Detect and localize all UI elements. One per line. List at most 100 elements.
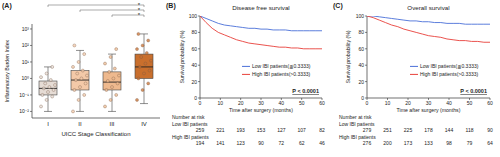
survival-line bbox=[200, 16, 322, 49]
point bbox=[42, 87, 45, 90]
plot-area bbox=[200, 16, 322, 49]
box bbox=[103, 72, 121, 90]
point bbox=[115, 93, 118, 96]
point bbox=[106, 80, 109, 83]
y-tick-label: 10⁰ bbox=[21, 75, 29, 81]
x-tick-label: 20 bbox=[238, 100, 244, 106]
y-tick bbox=[30, 28, 32, 29]
legend-label: High IBI patients(>0.3333) bbox=[252, 71, 311, 77]
point bbox=[112, 77, 115, 80]
y-tick bbox=[365, 81, 367, 82]
point bbox=[140, 55, 143, 58]
point bbox=[150, 59, 153, 62]
y-tick bbox=[30, 45, 32, 46]
y-axis-line bbox=[367, 16, 368, 98]
y-tick bbox=[365, 32, 367, 33]
point bbox=[45, 72, 48, 75]
y-tick bbox=[365, 48, 367, 49]
risk-count: 133 bbox=[424, 140, 433, 146]
survival-line bbox=[200, 16, 322, 31]
x-axis-title: UICC Stage Classification bbox=[61, 131, 130, 137]
risk-count: 72 bbox=[279, 140, 285, 146]
y-tick-label: 10³ bbox=[22, 26, 30, 32]
y-tick-label: 40 bbox=[191, 62, 197, 68]
box bbox=[39, 81, 57, 95]
risk-count: 251 bbox=[383, 127, 392, 133]
y-tick-label: 40 bbox=[358, 62, 364, 68]
point bbox=[147, 39, 150, 42]
risk-count: 225 bbox=[404, 127, 413, 133]
point bbox=[47, 91, 50, 94]
x-tick-label: 60 bbox=[487, 100, 493, 106]
risk-count: 123 bbox=[236, 140, 245, 146]
risk-count: 107 bbox=[297, 127, 306, 133]
point bbox=[137, 32, 140, 35]
significance-bracket bbox=[80, 10, 144, 12]
risk-count: 194 bbox=[196, 140, 205, 146]
y-tick bbox=[30, 111, 32, 112]
risk-count: 221 bbox=[216, 127, 225, 133]
point bbox=[80, 77, 83, 80]
y-axis-title: Inflammatory Burden Index bbox=[4, 39, 10, 102]
panel-label: (B) bbox=[166, 2, 176, 10]
y-axis-line bbox=[200, 16, 201, 98]
whisker-cap-low bbox=[140, 103, 148, 104]
risk-count: 79 bbox=[467, 140, 473, 146]
point bbox=[86, 74, 89, 77]
y-tick bbox=[365, 65, 367, 66]
x-tick-label: 0 bbox=[199, 100, 202, 106]
point bbox=[111, 86, 114, 89]
x-tick-label: 30 bbox=[258, 100, 264, 106]
risk-count: 259 bbox=[196, 127, 205, 133]
y-tick-label: 80 bbox=[358, 29, 364, 35]
risk-count: 90 bbox=[487, 127, 493, 133]
x-tick-label: 50 bbox=[467, 100, 473, 106]
point bbox=[104, 62, 107, 65]
point bbox=[115, 48, 118, 51]
point bbox=[74, 79, 77, 82]
box bbox=[71, 71, 89, 90]
y-axis-line bbox=[32, 24, 33, 118]
risk-count: 118 bbox=[466, 127, 474, 133]
risk-count: 82 bbox=[319, 127, 325, 133]
point bbox=[136, 48, 139, 51]
whisker-cap-high bbox=[140, 33, 148, 34]
point bbox=[73, 88, 76, 91]
whisker-high bbox=[80, 50, 81, 70]
x-axis-title: Time after surgery (months) bbox=[229, 107, 293, 113]
whisker-cap-high bbox=[76, 50, 84, 51]
chart-title: Overall survival bbox=[407, 4, 449, 11]
x-tick-label: 20 bbox=[405, 100, 411, 106]
survival-line bbox=[367, 16, 490, 42]
risk-count: 173 bbox=[404, 140, 413, 146]
point bbox=[51, 65, 54, 68]
risk-count: 193 bbox=[236, 127, 245, 133]
risk-count: 178 bbox=[424, 127, 433, 133]
median bbox=[135, 66, 153, 67]
risk-table-title: Number at risk bbox=[172, 114, 205, 120]
x-axis-title: Time after surgery (months) bbox=[397, 107, 461, 113]
point bbox=[45, 98, 48, 101]
legend-swatch bbox=[410, 66, 418, 67]
point bbox=[109, 55, 112, 58]
point bbox=[144, 62, 147, 65]
point bbox=[105, 88, 108, 91]
point bbox=[77, 98, 80, 101]
point bbox=[145, 51, 148, 54]
point bbox=[84, 82, 87, 85]
y-tick bbox=[198, 65, 200, 66]
y-tick bbox=[30, 78, 32, 79]
x-tick-label: 30 bbox=[426, 100, 432, 106]
y-tick-label: 10¹ bbox=[22, 59, 30, 65]
risk-count: 127 bbox=[277, 127, 286, 133]
significance-label: * bbox=[138, 12, 141, 18]
point bbox=[138, 65, 141, 68]
whisker-high bbox=[144, 34, 145, 54]
risk-count: 62 bbox=[299, 140, 305, 146]
y-tick bbox=[198, 16, 200, 17]
y-tick bbox=[30, 61, 32, 62]
significance-bracket bbox=[48, 5, 144, 7]
point bbox=[136, 98, 139, 101]
y-tick bbox=[198, 32, 200, 33]
chart-title: Disease free survival bbox=[232, 4, 289, 11]
